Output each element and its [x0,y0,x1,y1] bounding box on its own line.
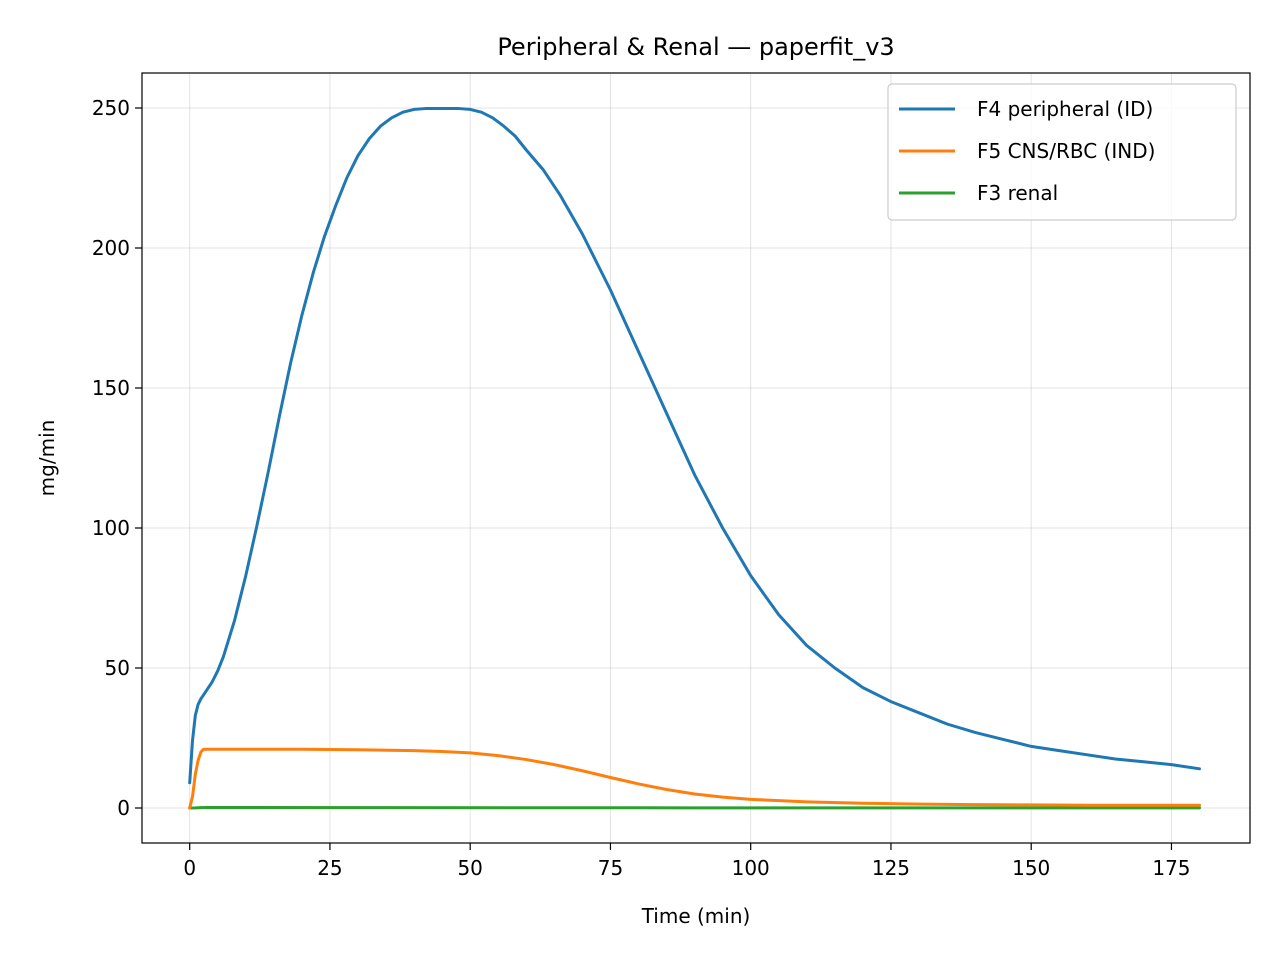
x-tick-label: 75 [598,856,623,880]
legend-box [887,83,1237,221]
x-tick-label: 50 [457,856,482,880]
x-tick-label: 150 [1012,856,1050,880]
y-axis-label: mg/min [35,420,59,497]
y-axis: 0 50 100 150 200 250 [92,96,142,820]
x-axis-label: Time (min) [641,904,751,928]
plot-frame [141,72,1251,844]
legend-entry-f3-renal: F3 renal [977,181,1058,205]
series-line-f4-peripheral-id [188,107,1202,785]
legend-entry-f5-cns-rbc-ind: F5 CNS/RBC (IND) [977,139,1155,163]
legend: F4 peripheral (ID) F5 CNS/RBC (IND) F3 ren… [887,83,1237,221]
y-tick-label: 150 [92,376,130,400]
y-tick-label: 250 [92,96,130,120]
series-line-f3-renal [188,805,1202,810]
x-tick-label: 0 [183,856,196,880]
x-tick-label: 175 [1152,856,1190,880]
x-tick-label: 25 [317,856,342,880]
y-tick-label: 100 [92,516,130,540]
chart-title: Peripheral & Renal — paperfit_v3 [497,33,894,61]
x-tick-label: 125 [872,856,910,880]
x-axis: 0 25 50 75 100 125 150 175 [183,843,1191,880]
legend-entry-f4-peripheral-id: F4 peripheral (ID) [977,97,1153,121]
series-lines [188,107,1202,810]
y-tick-label: 200 [92,236,130,260]
y-tick-label: 50 [105,656,130,680]
y-tick-label: 0 [117,796,130,820]
x-tick-label: 100 [732,856,770,880]
series-line-f5-cns-rbc-ind [188,747,1202,810]
